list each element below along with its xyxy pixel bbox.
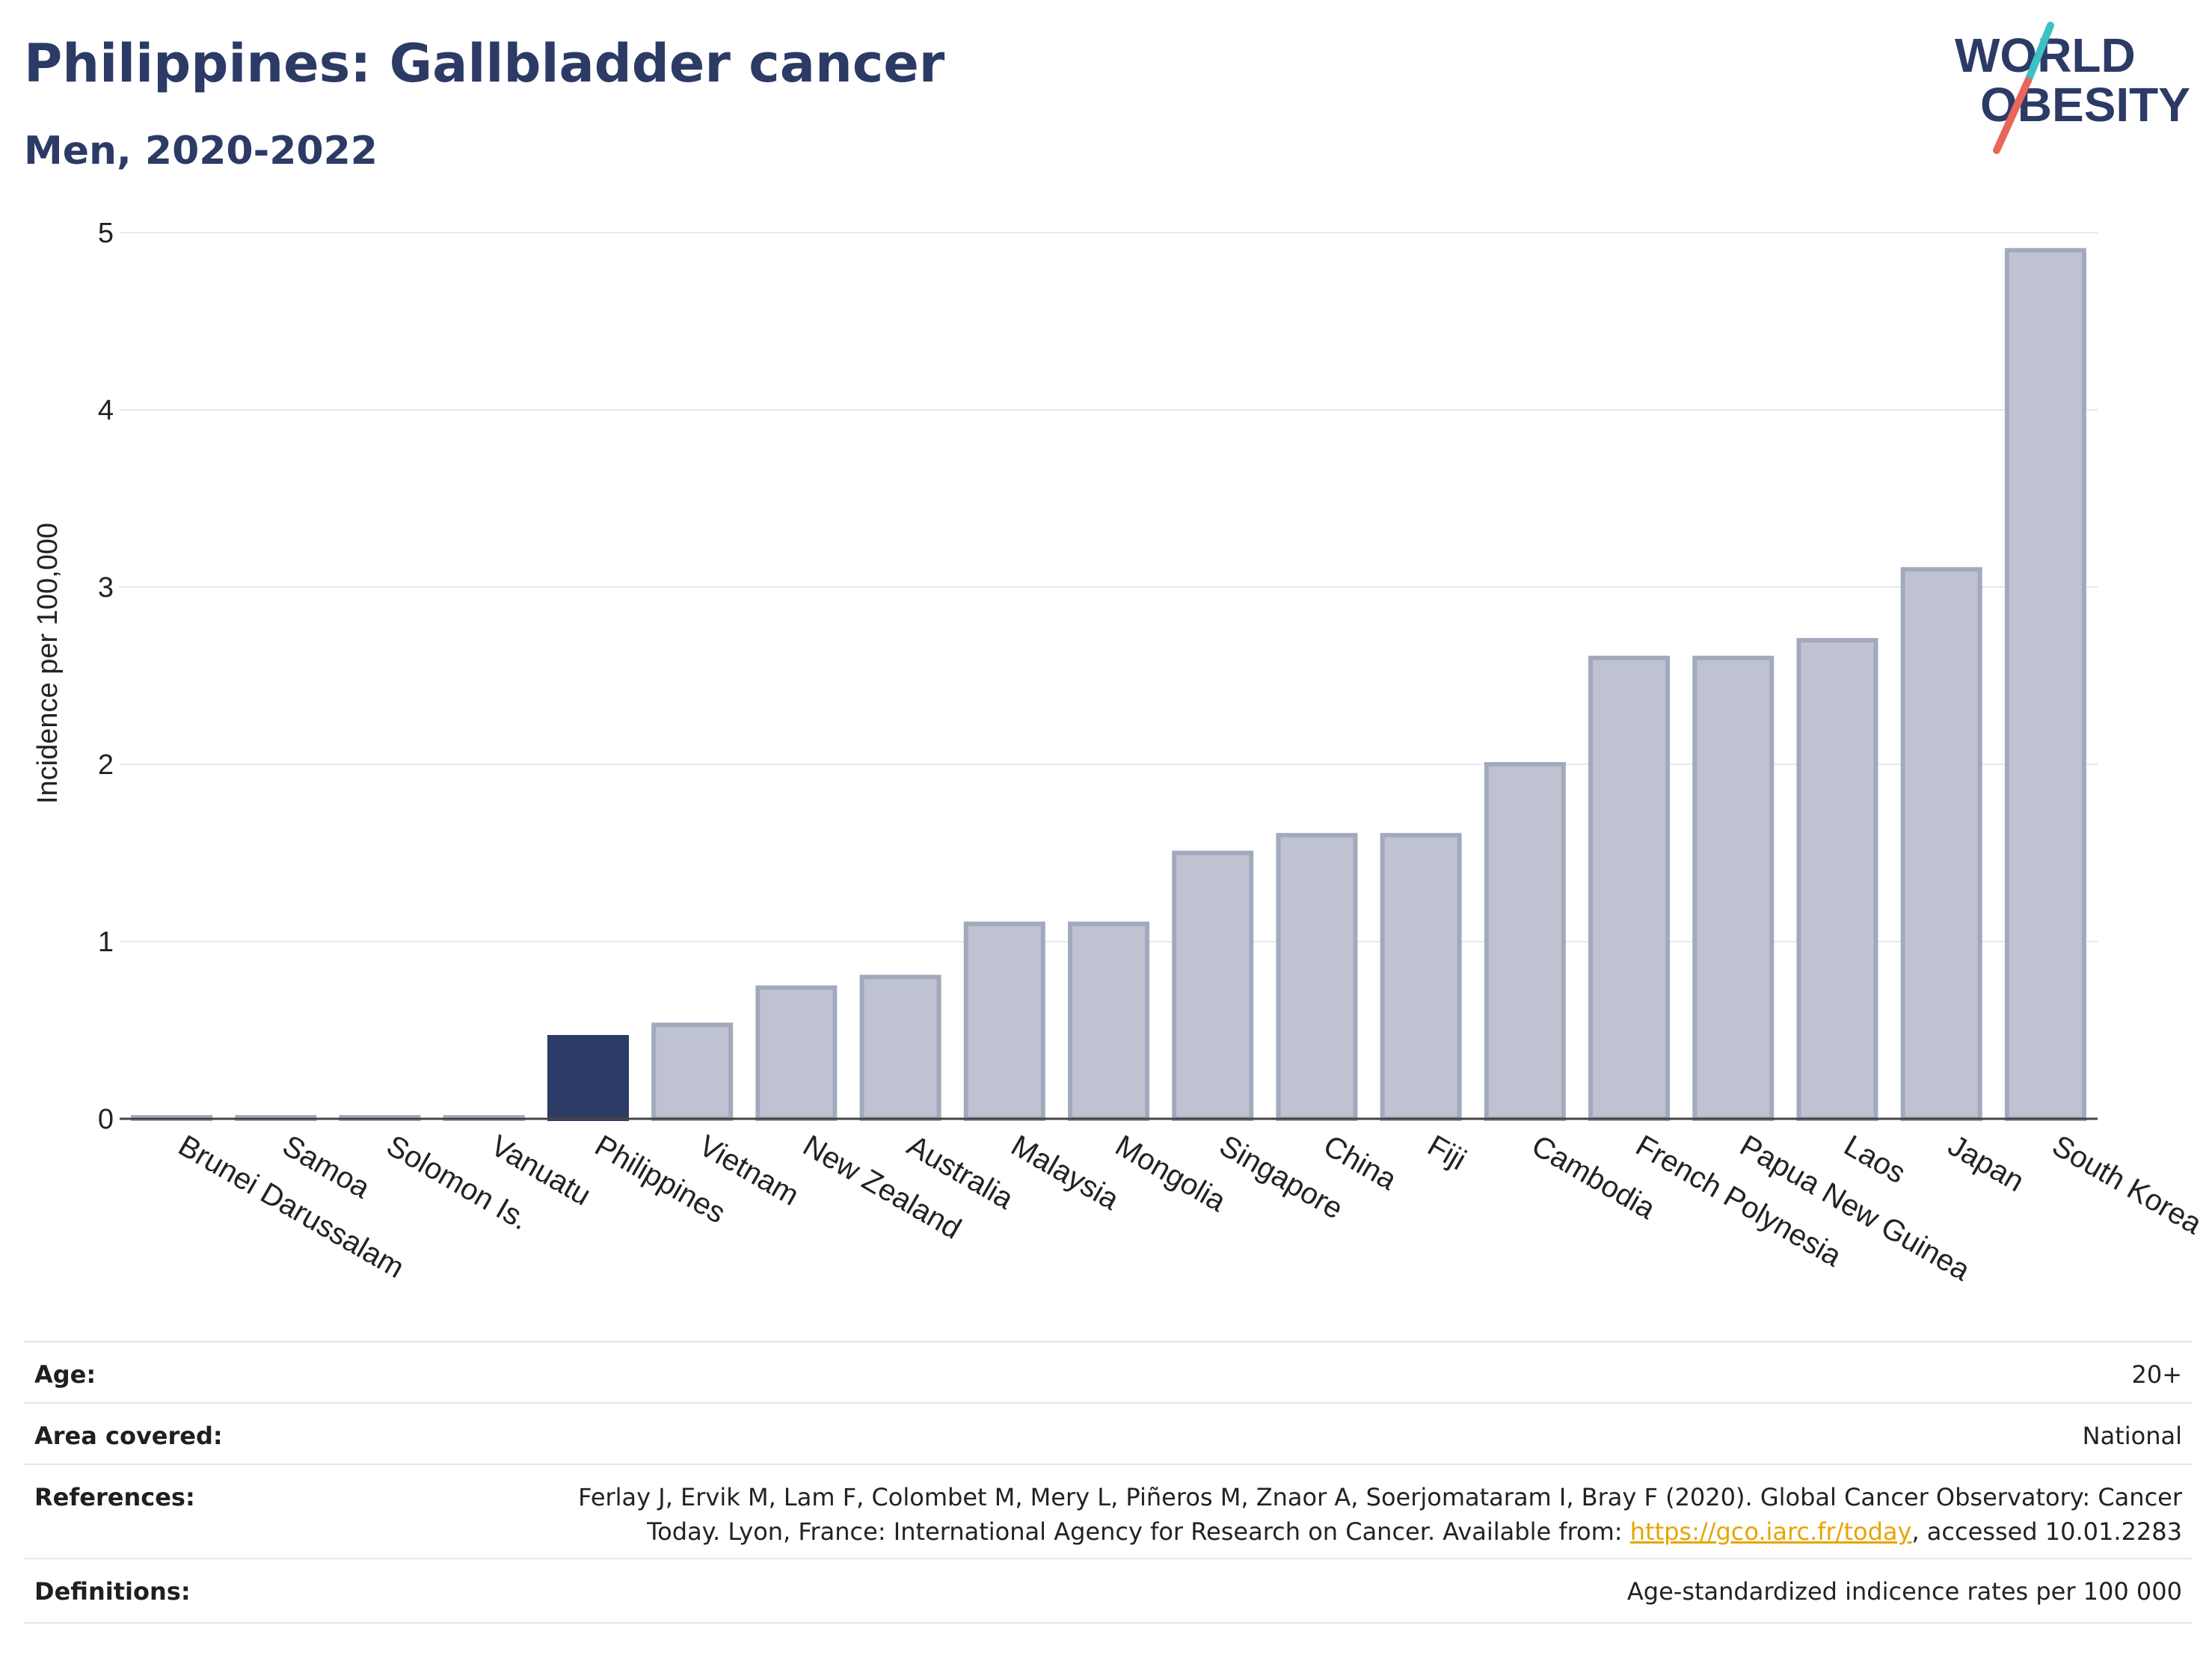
area-label: Area covered: bbox=[34, 1422, 223, 1450]
bar-australia bbox=[859, 974, 941, 1122]
references-link[interactable]: https://gco.iarc.fr/today bbox=[1629, 1517, 1912, 1546]
bar-vietnam bbox=[651, 1022, 734, 1122]
bar-fiji bbox=[1380, 832, 1462, 1122]
bar-chart: 0 1 2 3 4 5 Incidence per 100,000 Brunei Daru… bbox=[32, 218, 2208, 1288]
logo-slash-top bbox=[2024, 22, 2054, 85]
logo-slash-bottom bbox=[1993, 77, 2032, 154]
bar-new-zealand bbox=[755, 985, 838, 1121]
definitions-label: Definitions: bbox=[34, 1577, 191, 1606]
bar-mongolia bbox=[1067, 921, 1150, 1122]
info-row-age: Age: 20+ bbox=[24, 1341, 2193, 1404]
y-tick-label: 5 bbox=[98, 218, 114, 249]
bar-cambodia bbox=[1484, 762, 1566, 1121]
bar-laos bbox=[1796, 638, 1878, 1121]
references-value: Ferlay J, Ervik M, Lam F, Colombet M, Me… bbox=[313, 1480, 2182, 1549]
references-line1: Ferlay J, Ervik M, Lam F, Colombet M, Me… bbox=[578, 1483, 2182, 1511]
definitions-value: Age-standardized indicence rates per 100… bbox=[1626, 1577, 2182, 1606]
bar-papua-new-guinea bbox=[1692, 655, 1775, 1121]
bar-french-polynesia bbox=[1588, 655, 1671, 1121]
x-tick-label: Mongolia bbox=[1110, 1129, 1232, 1219]
bar-japan bbox=[1900, 567, 1982, 1121]
y-tick-label: 0 bbox=[98, 1104, 114, 1135]
references-line2-pre: Today. Lyon, France: International Agenc… bbox=[647, 1517, 1630, 1546]
y-tick-label: 3 bbox=[98, 572, 114, 604]
references-line2: Today. Lyon, France: International Agenc… bbox=[313, 1514, 2182, 1549]
bar-china bbox=[1276, 832, 1358, 1122]
y-axis-label: Incidence per 100,000 bbox=[32, 523, 64, 804]
y-tick-label: 1 bbox=[98, 927, 114, 958]
bar-philippines bbox=[547, 1034, 629, 1121]
bar-malaysia bbox=[963, 921, 1045, 1122]
chart-subtitle: Men, 2020-2022 bbox=[24, 129, 378, 174]
info-row-definitions: Definitions: Age-standardized indicence … bbox=[24, 1558, 2193, 1624]
references-line2-post: , accessed 10.01.2283 bbox=[1911, 1517, 2182, 1546]
world-obesity-logo: WORLD OBESITY bbox=[1955, 22, 2190, 154]
x-tick-label: Laos bbox=[1838, 1129, 1911, 1190]
info-row-area: Area covered: National bbox=[24, 1402, 2193, 1465]
y-tick-label: 4 bbox=[98, 395, 114, 426]
age-value: 20+ bbox=[2131, 1360, 2182, 1389]
y-tick-label: 2 bbox=[98, 749, 114, 781]
references-label: References: bbox=[34, 1483, 195, 1511]
bars bbox=[131, 248, 2086, 1122]
x-tick-label: Fiji bbox=[1422, 1129, 1472, 1177]
bar-south-korea bbox=[2004, 248, 2086, 1122]
chart-title: Philippines: Gallbladder cancer bbox=[24, 33, 945, 94]
x-tick-label: South Korea bbox=[2047, 1129, 2208, 1241]
info-row-references: References: Ferlay J, Ervik M, Lam F, Co… bbox=[24, 1464, 2193, 1559]
y-axis-ticks: 0 1 2 3 4 5 bbox=[98, 218, 114, 1135]
x-tick-label: Japan bbox=[1943, 1129, 2030, 1199]
x-tick-label: Malaysia bbox=[1006, 1129, 1125, 1217]
area-value: National bbox=[2082, 1422, 2182, 1450]
bar-singapore bbox=[1172, 850, 1254, 1121]
age-label: Age: bbox=[34, 1360, 96, 1389]
